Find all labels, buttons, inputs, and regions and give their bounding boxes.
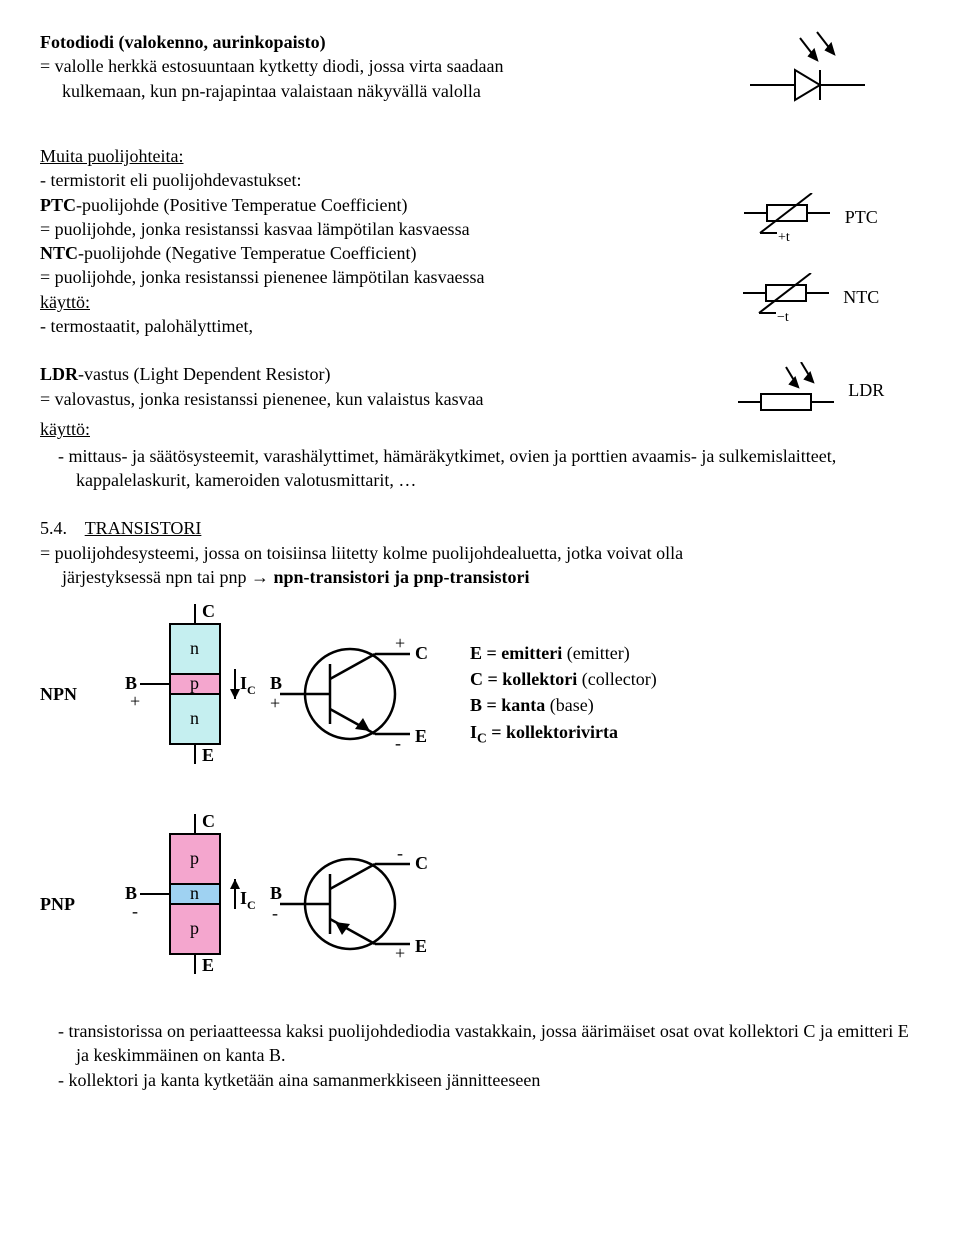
pnp-p1: p — [190, 848, 199, 868]
legend-ic-rest: = kollektorivirta — [487, 722, 618, 742]
fotodiodi-title: Fotodiodi (valokenno, aurinkopaisto) — [40, 32, 326, 52]
ptc-name: PTC — [40, 195, 76, 215]
npn-b: B — [125, 673, 137, 693]
pnp-p2: p — [190, 918, 199, 938]
ptc-text: PTC-puolijohde (Positive Temperatue Coef… — [40, 193, 700, 339]
ldr-bullets: mittaus- ja säätösysteemit, varashälytti… — [40, 444, 920, 493]
transistori-bullet1: transistorissa on periaatteessa kaksi pu… — [76, 1019, 920, 1068]
ldr-icon — [736, 362, 836, 417]
npn-sym-e: E — [415, 726, 427, 746]
npn-e: E — [202, 745, 214, 765]
muita-heading: Muita puolijohteita: — [40, 146, 183, 166]
pnp-label: PNP — [40, 892, 110, 916]
transistori-def2b: npn-transistori ja pnp-transistori — [269, 567, 530, 587]
transistori-section: 5.4. TRANSISTORI = puolijohdesysteemi, j… — [40, 516, 920, 1092]
pnp-sym-c: C — [415, 853, 428, 873]
legend-b: B = kanta — [470, 695, 545, 715]
transistori-def2a: järjestyksessä npn tai pnp — [62, 567, 251, 587]
npn-plus: + — [130, 691, 140, 711]
fotodiodi-def1: = valolle herkkä estosuuntaan kytketty d… — [40, 54, 700, 78]
ldr-bullet: mittaus- ja säätösysteemit, varashälytti… — [76, 444, 920, 493]
pnp-n: n — [190, 883, 199, 903]
npn-p: p — [190, 673, 199, 693]
legend-e: E = emitteri — [470, 643, 562, 663]
transistor-legend: E = emitteri (emitter) C = kollektori (c… — [470, 639, 657, 750]
npn-sym-minus: - — [395, 733, 401, 753]
transistori-bullets: transistorissa on periaatteessa kaksi pu… — [40, 1019, 920, 1092]
pnp-ic-sub: C — [247, 898, 256, 912]
ptc-symlabel: PTC — [845, 205, 878, 229]
fotodiodi-symbol — [700, 30, 920, 120]
pnp-block-icon: C p n p E B - I C — [110, 809, 260, 999]
kaytto-label: käyttö: — [40, 292, 90, 312]
npn-n2: n — [190, 708, 199, 728]
pnp-row: PNP C p n p E B - I C — [40, 809, 920, 999]
transistori-def2: järjestyksessä npn tai pnp → npn-transis… — [40, 565, 920, 589]
npn-block-icon: C n p n E B + I C — [110, 599, 260, 789]
npn-label: NPN — [40, 682, 110, 706]
npn-sym-plus: + — [270, 693, 280, 713]
ptc-icon: +t — [742, 193, 832, 243]
npn-ic: I — [240, 673, 247, 693]
legend-c: C = kollektori — [470, 669, 577, 689]
ntc-symlabel: NTC — [843, 285, 879, 309]
muita-section: Muita puolijohteita: - termistorit eli p… — [40, 144, 920, 338]
ldr-symlabel: LDR — [848, 378, 884, 402]
ldr-section: LDR-vastus (Light Dependent Resistor) = … — [40, 362, 920, 492]
pnp-ic: I — [240, 888, 247, 908]
npn-n1: n — [190, 638, 199, 658]
ntc-icon: −t — [741, 273, 831, 323]
ldr-kaytto: käyttö: — [40, 419, 90, 439]
npn-symbol-icon: B + + C - E — [260, 614, 430, 774]
legend-c-paren: (collector) — [577, 669, 656, 689]
ldr-full: -vastus (Light Dependent Resistor) — [78, 364, 330, 384]
transistori-heading: TRANSISTORI — [85, 518, 202, 538]
npn-c: C — [202, 601, 215, 621]
pnp-sym-plus: + — [395, 943, 405, 963]
transistori-bullet2: kollektori ja kanta kytketään aina saman… — [76, 1068, 920, 1092]
fotodiodi-def2: kulkemaan, kun pn-rajapintaa valaistaan … — [40, 79, 700, 103]
pnp-c: C — [202, 811, 215, 831]
pnp-sym-e: E — [415, 936, 427, 956]
transistori-def1: = puolijohdesysteemi, jossa on toisiinsa… — [40, 541, 920, 565]
ptc-def: = puolijohde, jonka resistanssi kasvaa l… — [40, 217, 700, 241]
pnp-symbol-icon: B - - C + E — [260, 824, 430, 984]
npn-sym-b: B — [270, 673, 282, 693]
legend-ic: I — [470, 722, 477, 742]
legend-e-paren: (emitter) — [562, 643, 629, 663]
npn-sym-c: C — [415, 643, 428, 663]
thermistor-symbols: +t PTC −t NTC — [700, 193, 920, 323]
ptc-t-label: +t — [778, 230, 790, 243]
ntc-t-label: −t — [777, 310, 789, 323]
pnp-sym-minus2: - — [397, 843, 403, 863]
ldr-symbol: LDR — [700, 362, 920, 417]
fotodiodi-section: Fotodiodi (valokenno, aurinkopaisto) = v… — [40, 30, 920, 120]
ntc-def: = puolijohde, jonka resistanssi pienenee… — [40, 265, 700, 289]
pnp-sym-b: B — [270, 883, 282, 903]
pnp-minus: - — [132, 901, 138, 921]
legend-ic-sub: C — [477, 730, 487, 745]
fotodiodi-text: Fotodiodi (valokenno, aurinkopaisto) = v… — [40, 30, 700, 103]
transistori-num: 5.4. — [40, 518, 67, 538]
ldr-text: LDR-vastus (Light Dependent Resistor) = … — [40, 362, 700, 411]
ntc-name: NTC — [40, 243, 78, 263]
npn-row: NPN C n p n E B + I C — [40, 599, 920, 789]
pnp-e: E — [202, 955, 214, 975]
pnp-sym-minus: - — [272, 903, 278, 923]
termostaatit-line: - termostaatit, palohälyttimet, — [40, 314, 700, 338]
ptc-full: -puolijohde (Positive Temperatue Coeffic… — [76, 195, 408, 215]
ldr-def: = valovastus, jonka resistanssi pienenee… — [40, 387, 700, 411]
arrow-icon: → — [251, 567, 269, 587]
npn-sym-plus2: + — [395, 633, 405, 653]
pnp-b: B — [125, 883, 137, 903]
ntc-full: -puolijohde (Negative Temperatue Coeffic… — [78, 243, 416, 263]
npn-ic-sub: C — [247, 683, 256, 697]
legend-b-paren: (base) — [545, 695, 593, 715]
ptc-row: PTC-puolijohde (Positive Temperatue Coef… — [40, 193, 920, 339]
termistorit-line: - termistorit eli puolijohdevastukset: — [40, 168, 920, 192]
ldr-name: LDR — [40, 364, 78, 384]
photodiode-icon — [745, 30, 875, 120]
